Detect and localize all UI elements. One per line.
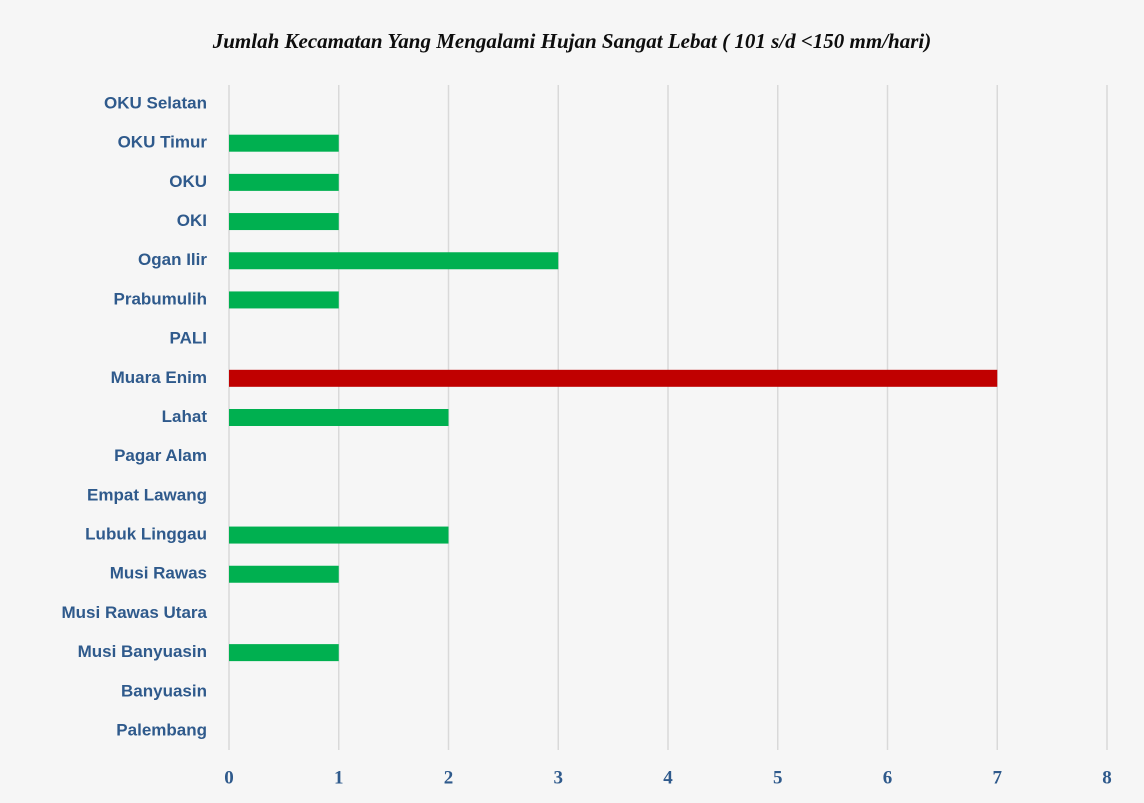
- y-tick-label: Palembang: [116, 720, 207, 739]
- x-tick-label: 4: [663, 767, 673, 788]
- bar: [229, 409, 449, 426]
- y-tick-label: Musi Rawas Utara: [62, 603, 208, 622]
- y-tick-label: Lubuk Linggau: [85, 525, 207, 544]
- y-tick-label: Pagar Alam: [114, 446, 207, 465]
- x-tick-label: 1: [334, 767, 344, 788]
- y-tick-label: Musi Rawas: [110, 564, 207, 583]
- y-tick-label: Musi Banyuasin: [78, 642, 207, 661]
- y-tick-label: Muara Enim: [111, 368, 207, 387]
- bar: [229, 213, 339, 231]
- y-tick-label: Empat Lawang: [87, 485, 207, 504]
- y-tick-label: OKU: [169, 172, 207, 191]
- y-tick-label: Banyuasin: [121, 681, 207, 700]
- y-tick-label: OKU Selatan: [104, 93, 207, 112]
- x-tick-label: 6: [883, 767, 893, 788]
- x-tick-label: 8: [1102, 767, 1112, 788]
- bar: [229, 565, 339, 583]
- bar: [229, 252, 559, 270]
- bar: [229, 526, 449, 544]
- y-tick-label: OKI: [177, 211, 207, 230]
- y-tick-label: Lahat: [162, 407, 208, 426]
- bar: [229, 173, 339, 191]
- bar: [229, 291, 339, 309]
- bar: [229, 134, 339, 152]
- bar: [229, 644, 339, 662]
- x-tick-label: 3: [554, 767, 564, 788]
- x-tick-label: 5: [773, 767, 783, 788]
- y-tick-label: Prabumulih: [113, 289, 207, 308]
- y-tick-label: OKU Timur: [118, 133, 208, 152]
- x-tick-label: 0: [224, 767, 234, 788]
- x-tick-label: 7: [993, 767, 1003, 788]
- chart-title: Jumlah Kecamatan Yang Mengalami Hujan Sa…: [212, 29, 932, 53]
- bar: [229, 369, 998, 387]
- y-tick-label: PALI: [170, 329, 207, 348]
- y-tick-label: Ogan Ilir: [138, 250, 207, 269]
- x-tick-label: 2: [444, 767, 454, 788]
